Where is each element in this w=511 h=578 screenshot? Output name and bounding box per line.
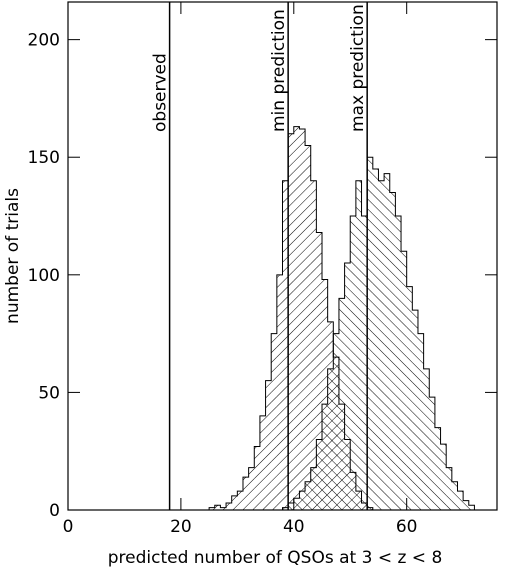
x-tick-label: 40	[283, 517, 305, 537]
histogram-bar	[288, 133, 294, 510]
histogram-bar	[440, 444, 447, 510]
histogram-bar	[344, 263, 351, 510]
histogram-bar	[429, 397, 435, 510]
histogram-bar	[305, 145, 311, 511]
histogram-bar	[293, 498, 300, 510]
y-tick-label: 0	[49, 501, 60, 521]
histogram-bar	[372, 168, 379, 510]
histogram-bar	[389, 192, 396, 510]
x-tick-label: 0	[63, 517, 74, 537]
histogram-bar	[220, 507, 227, 510]
y-tick-label: 100	[28, 266, 60, 286]
reference-label: max prediction	[348, 4, 368, 132]
histogram-bar	[226, 502, 232, 510]
histogram-bar	[322, 279, 328, 510]
histogram-bar	[310, 467, 317, 510]
histogram-bar	[237, 491, 243, 510]
histogram-bar	[367, 157, 373, 510]
histogram-bar	[434, 427, 441, 510]
histogram-bar	[254, 446, 260, 510]
histogram-bar	[378, 180, 385, 511]
histogram-bar	[463, 500, 469, 510]
y-tick-label: 200	[28, 31, 60, 51]
histogram-bar	[316, 439, 323, 510]
histogram-bar	[242, 477, 249, 510]
histogram-bar	[305, 481, 311, 510]
histogram-bar	[327, 368, 334, 510]
histogram-bar	[231, 495, 238, 510]
histogram-bar	[276, 274, 283, 510]
x-axis-label: predicted number of QSOs at 3 < z < 8	[108, 548, 443, 568]
histogram-bar	[423, 368, 430, 510]
reference-label: observed	[151, 53, 171, 132]
y-axis-label: number of trials	[3, 188, 23, 324]
histogram-bar	[333, 333, 339, 510]
histogram-bar	[310, 180, 317, 511]
histogram-bar	[457, 491, 464, 510]
plot-frame	[67, 1, 498, 511]
histogram-bar	[451, 481, 458, 510]
histogram-bar	[282, 180, 289, 511]
histogram-bar	[214, 505, 221, 510]
x-tick-label: 20	[170, 517, 192, 537]
histogram-bar	[417, 333, 424, 510]
histogram-bar	[350, 216, 356, 510]
histogram-bar	[282, 507, 289, 510]
histogram-bar	[265, 380, 272, 510]
histogram-bar	[412, 310, 418, 510]
histogram-bar	[209, 507, 215, 510]
histogram-bar	[316, 232, 323, 510]
histogram-bar	[271, 333, 277, 510]
histogram-bar	[248, 467, 255, 510]
histogram-bar	[446, 467, 452, 510]
histogram-bar	[355, 180, 362, 511]
x-tick-label: 60	[396, 517, 418, 537]
reference-label: min prediction	[269, 9, 289, 132]
y-tick-label: 50	[38, 383, 60, 403]
histogram-bar	[299, 491, 306, 510]
histogram-bar	[468, 505, 475, 510]
histogram-bar	[384, 173, 390, 510]
y-tick-label: 150	[28, 148, 60, 168]
histogram-bar	[395, 216, 402, 510]
histogram-bar	[361, 216, 368, 510]
histogram-bar	[288, 502, 294, 510]
histogram-outline	[282, 156, 475, 510]
histogram-bar	[401, 251, 407, 510]
histogram-bar	[293, 126, 300, 511]
histogram-bar	[299, 129, 306, 510]
histogram-bar	[259, 415, 266, 510]
histogram-bar	[406, 286, 413, 510]
histogram-bar	[338, 298, 345, 510]
histogram-bar	[322, 404, 328, 510]
